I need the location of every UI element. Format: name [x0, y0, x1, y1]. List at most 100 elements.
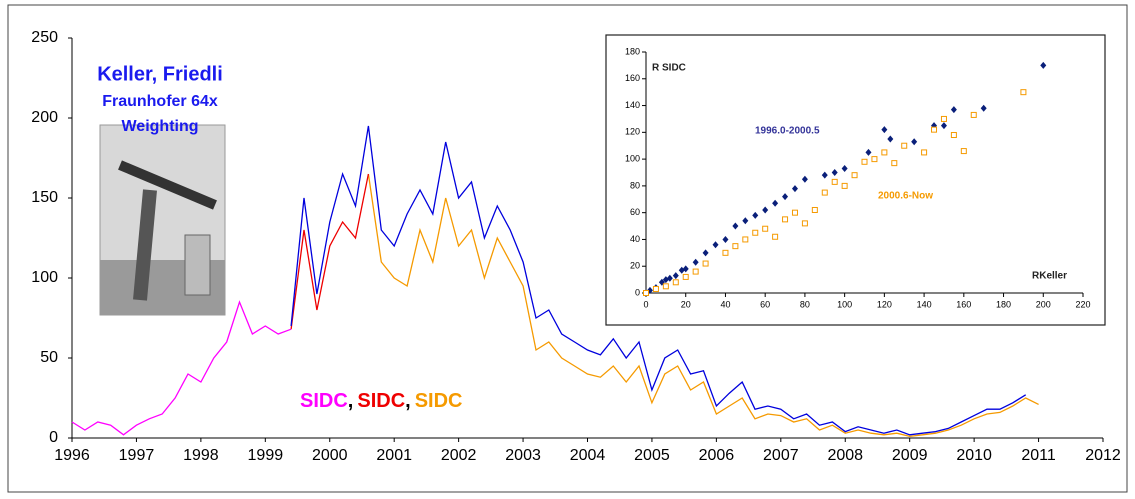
annotation: Weighting: [121, 118, 198, 135]
y-tick-label: 150: [31, 189, 58, 206]
x-tick-label: 160: [956, 299, 971, 309]
x-tick-label: 2012: [1085, 447, 1121, 464]
point: [950, 132, 957, 139]
x-tick-label: 1998: [183, 447, 219, 464]
x-tick-label: 2001: [376, 447, 412, 464]
x-tick-label: 200: [1036, 299, 1051, 309]
point: [692, 268, 699, 275]
y-tick-label: 140: [625, 100, 640, 110]
legend-entry: SIDC: [357, 390, 405, 412]
point: [762, 206, 769, 214]
point: [801, 175, 808, 183]
x-tick-label: 120: [877, 299, 892, 309]
x-tick-label: 2004: [570, 447, 606, 464]
x-tick-label: 2002: [441, 447, 477, 464]
point: [851, 172, 858, 179]
point: [801, 220, 808, 227]
line: [290, 173, 370, 330]
y-tick-label: 160: [625, 73, 640, 83]
x-tick-label: 2005: [634, 447, 670, 464]
y-tick-label: 50: [40, 349, 58, 366]
x-tick-label: 2010: [956, 447, 992, 464]
legend: SIDC, SIDC, SIDC: [300, 390, 463, 412]
y-tick-label: 40: [630, 234, 640, 244]
y-tick-label: 120: [625, 127, 640, 137]
legend-entry: SIDC: [300, 390, 348, 412]
point: [881, 149, 888, 156]
y-tick-label: 0: [49, 429, 58, 446]
point: [887, 135, 894, 143]
point: [791, 209, 798, 216]
point: [791, 185, 798, 193]
y-tick-label: 200: [31, 109, 58, 126]
point: [821, 189, 828, 196]
point: [1020, 89, 1027, 96]
y-tick-label: 20: [630, 261, 640, 271]
y-tick-label: 100: [31, 269, 58, 286]
point: [871, 156, 878, 163]
x-tick-label: 2000: [312, 447, 348, 464]
point: [643, 290, 649, 296]
point: [841, 182, 848, 189]
y-tick-label: 80: [630, 180, 640, 190]
x-tick-label: 1999: [248, 447, 284, 464]
point: [950, 106, 957, 114]
x-tick-label: 140: [917, 299, 932, 309]
inset-frame: [605, 34, 1106, 326]
y-tick-label: 250: [31, 29, 58, 46]
legend-separator: ,: [405, 390, 411, 412]
point: [722, 235, 729, 243]
line: [290, 125, 1027, 436]
x-axis-label: RKeller: [1032, 271, 1067, 282]
point: [940, 115, 947, 122]
point: [702, 260, 709, 267]
x-tick-label: 2011: [1021, 447, 1056, 464]
x-tick-label: 1997: [119, 447, 155, 464]
y-tick-label: 100: [625, 153, 640, 163]
point: [772, 233, 779, 240]
x-tick-label: 2007: [763, 447, 799, 464]
x-tick-label: 2006: [699, 447, 735, 464]
y-tick-label: 60: [630, 207, 640, 217]
point: [881, 126, 888, 134]
point: [732, 243, 739, 250]
point: [772, 199, 779, 207]
x-tick-label: 2009: [892, 447, 928, 464]
point: [960, 148, 967, 155]
point: [742, 217, 749, 225]
point: [821, 171, 828, 179]
point: [782, 193, 789, 201]
point: [682, 265, 689, 273]
point: [752, 229, 759, 236]
point: [841, 164, 848, 172]
annotation: Keller, Friedli: [97, 63, 223, 85]
point: [742, 236, 749, 243]
point: [732, 222, 739, 230]
point: [682, 273, 689, 280]
y-tick-label: 0: [635, 287, 640, 297]
point: [666, 274, 673, 282]
point: [811, 206, 818, 213]
y-tick-label: 180: [625, 46, 640, 56]
series-label: 2000.6-Now: [878, 191, 933, 202]
point: [980, 104, 987, 112]
legend-entry: SIDC: [415, 390, 463, 412]
y-axis-label: R SIDC: [652, 63, 686, 74]
telescope-photo: [99, 124, 226, 316]
x-tick-label: 40: [720, 299, 730, 309]
point: [931, 126, 938, 133]
point: [901, 142, 908, 149]
point: [831, 169, 838, 176]
legend-separator: ,: [348, 390, 354, 412]
x-tick-label: 60: [760, 299, 770, 309]
point: [831, 178, 838, 185]
point: [672, 279, 679, 286]
point: [712, 241, 719, 249]
x-tick-label: 220: [1075, 299, 1090, 309]
point: [970, 111, 977, 118]
point: [1040, 61, 1047, 69]
point: [940, 122, 947, 130]
point: [762, 225, 769, 232]
